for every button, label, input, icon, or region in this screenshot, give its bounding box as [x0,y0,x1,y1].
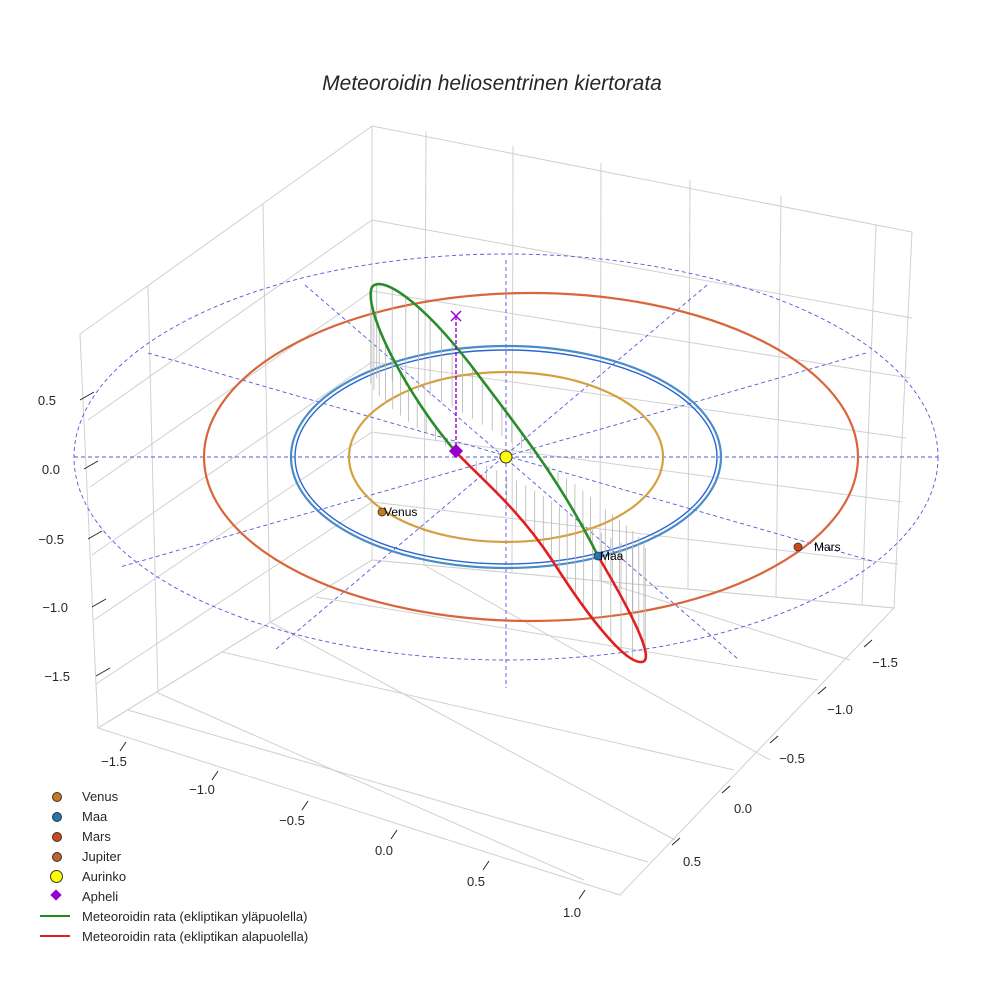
y-tick-label: −0.5 [779,751,805,766]
y-tick-label: −1.5 [872,655,898,670]
x-tick-label: −1.0 [189,782,215,797]
z-tick-label: 0.0 [42,462,60,477]
y-tick-mark [863,639,873,648]
venus-label: Venus [384,505,417,519]
venus-marker [377,507,387,517]
legend-entry: Meteoroidin rata (ekliptikan alapuolella… [40,926,308,946]
legend-symbol [40,926,76,946]
y-tick-mark [817,686,827,695]
legend-symbol [40,886,76,906]
z-tick-label: −1.0 [42,600,68,615]
legend-diamond [50,889,62,901]
y-tick-label: 0.0 [734,801,752,816]
y-tick-label: 0.5 [683,854,701,869]
axis-ticks: 0.5 0.0 −0.5 −1.0 −1.5 −1.5 −1.0 −0.5 0.0 0.5 1.0 −… [38,391,898,920]
ecliptic-reference [73,253,939,688]
legend-entry: Mars [40,826,308,846]
legend-entry: Aurinko [40,866,308,886]
aphelion-marker [448,310,464,459]
legend-label: Maa [82,808,108,824]
y-tick-mark [671,837,681,846]
legend: Venus Maa Mars Jupiter Aurinko Apheli Meteoroi… [40,786,308,946]
maa-orbit [289,344,723,570]
legend-dot [52,832,62,842]
pane-left [79,125,373,729]
x-tick-label: 0.0 [375,843,393,858]
meteoroid-drop-lines [370,284,646,660]
legend-line [40,915,70,917]
maa-marker [593,551,603,561]
z-tick-mark [87,530,103,540]
legend-entry: Apheli [40,886,308,906]
legend-line [40,935,70,937]
pane-right [371,125,913,609]
venus-orbit [347,370,665,544]
mars-marker [793,542,803,552]
z-tick-label: −1.5 [44,669,70,684]
z-tick-mark [91,598,107,608]
legend-label: Mars [82,828,111,844]
axis-panes [79,125,913,896]
y-tick-mark [769,735,779,744]
meteoroid-orbit-above [369,282,600,557]
legend-symbol [40,826,76,846]
maa-label: Maa [600,549,624,563]
meteoroid-orbit-below [455,451,648,664]
z-tick-mark [95,667,111,677]
legend-dot [52,812,62,822]
legend-label: Venus [82,788,119,804]
legend-dot [52,792,62,802]
y-tick-mark [721,785,731,794]
pane-floor [97,559,896,896]
legend-dot [52,852,62,862]
legend-symbol [40,786,76,806]
meteoroid-orbit [369,282,648,664]
legend-symbol [40,846,76,866]
x-tick-label: −0.5 [279,813,305,828]
maa-orbit-inner [294,349,718,565]
sun-disc [499,450,513,464]
aphelion-diamond [448,443,464,459]
x-tick-mark [119,741,127,752]
x-tick-mark [211,770,219,781]
legend-label: Meteoroidin rata (ekliptikan alapuolella… [82,928,309,944]
sun-marker [499,450,513,464]
z-tick-label: −0.5 [38,532,64,547]
x-tick-mark [301,800,309,811]
legend-entry: Meteoroidin rata (ekliptikan yläpuolella… [40,906,308,926]
legend-sun-dot [50,870,63,883]
x-tick-label: 0.5 [467,874,485,889]
legend-label: Aurinko [82,868,127,884]
z-tick-mark [79,391,95,401]
chart-title: Meteoroidin heliosentrinen kiertorata [322,72,662,95]
planet-markers: Venus Maa Mars [377,505,841,563]
legend-entry: Maa [40,806,308,826]
mars-orbit [202,291,860,623]
x-tick-label: −1.5 [101,754,127,769]
legend-symbol [40,806,76,826]
legend-label: Apheli [82,888,119,904]
x-tick-mark [578,889,586,900]
aphelion-x-icon [450,310,462,322]
x-tick-mark [390,829,398,840]
legend-entry: Jupiter [40,846,308,866]
legend-label: Jupiter [82,848,122,864]
x-tick-label: 1.0 [563,905,581,920]
legend-symbol [40,866,76,886]
planet-orbits [202,291,860,623]
z-tick-label: 0.5 [38,393,56,408]
x-tick-mark [482,860,490,871]
legend-entry: Venus [40,786,308,806]
legend-symbol [40,906,76,926]
z-tick-mark [83,460,99,470]
legend-label: Meteoroidin rata (ekliptikan yläpuolella… [82,908,308,924]
mars-label: Mars [814,540,841,554]
y-tick-label: −1.0 [827,702,853,717]
